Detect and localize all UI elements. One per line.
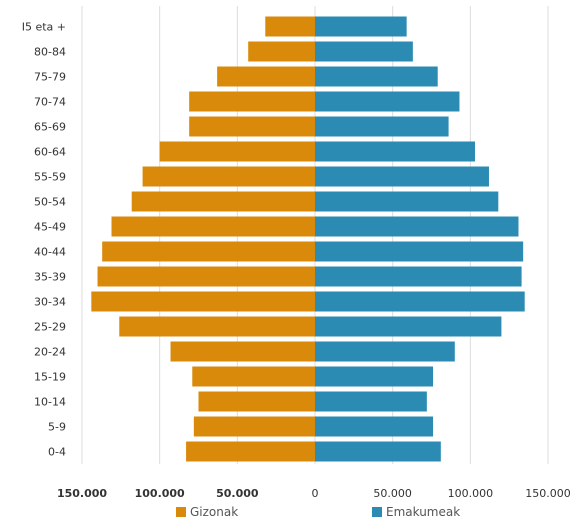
y-tick-label: 80-84 xyxy=(34,46,66,59)
y-tick-label: 40-44 xyxy=(34,246,66,259)
x-tick-label: 150.000 xyxy=(525,487,571,500)
bar-men-55-59 xyxy=(142,166,315,187)
legend-label-men: Gizonak xyxy=(190,505,239,519)
y-tick-label: I5 eta + xyxy=(22,21,66,34)
bar-women-15-19 xyxy=(315,366,434,387)
y-tick-label: 70-74 xyxy=(34,96,66,109)
bar-men-15-19 xyxy=(192,366,315,387)
bars xyxy=(91,16,525,462)
bar-women-70-74 xyxy=(315,91,460,112)
y-tick-label: 25-29 xyxy=(34,321,66,334)
bar-women-30-34 xyxy=(315,291,525,312)
x-tick-label: 150.000 xyxy=(57,487,107,500)
bar-men-50-54 xyxy=(131,191,315,212)
bar-women-20-24 xyxy=(315,341,455,362)
y-axis-labels: 0-4 5-9 10-14 15-19 20-24 25-29 30-34 35-39 40-4… xyxy=(22,21,66,459)
bar-men-35-39 xyxy=(97,266,316,287)
bar-women-75-79 xyxy=(315,66,438,87)
bar-women-40-44 xyxy=(315,241,524,262)
legend-swatch-men xyxy=(176,507,186,517)
y-tick-label: 50-54 xyxy=(34,196,66,209)
legend-men: Gizonak xyxy=(176,505,238,519)
bar-men-5-9 xyxy=(193,416,315,437)
y-tick-label: 15-19 xyxy=(34,371,66,384)
y-tick-label: 45-49 xyxy=(34,221,66,234)
y-tick-label: 20-24 xyxy=(34,346,66,359)
bar-men-75-79 xyxy=(217,66,315,87)
x-tick-label: 50.000 xyxy=(216,487,259,500)
y-tick-label: 30-34 xyxy=(34,296,66,309)
y-tick-label: 55-59 xyxy=(34,171,66,184)
y-tick-label: 0-4 xyxy=(48,446,66,459)
bar-men-25-29 xyxy=(119,316,315,337)
legend-swatch-women xyxy=(372,507,382,517)
bar-men-80-84 xyxy=(248,41,315,62)
bar-women-10-14 xyxy=(315,391,427,412)
bar-men-20-24 xyxy=(170,341,315,362)
x-tick-label: 50.000 xyxy=(373,487,412,500)
bar-men-0-4 xyxy=(186,441,315,462)
bar-men-10-14 xyxy=(198,391,315,412)
bar-women-25-29 xyxy=(315,316,502,337)
y-tick-label: 65-69 xyxy=(34,121,66,134)
x-tick-label: 100.000 xyxy=(135,487,185,500)
y-tick-label: 10-14 xyxy=(34,396,66,409)
bar-women-55-59 xyxy=(315,166,489,187)
bar-women-65-69 xyxy=(315,116,449,137)
bar-women-35-39 xyxy=(315,266,522,287)
bar-men-45-49 xyxy=(111,216,315,237)
legend-women: Emakumeak xyxy=(372,505,460,519)
bar-women-45-49 xyxy=(315,216,519,237)
bar-men-85 eta + xyxy=(265,16,315,37)
bar-men-30-34 xyxy=(91,291,315,312)
y-tick-label: 5-9 xyxy=(48,421,66,434)
y-tick-label: 35-39 xyxy=(34,271,66,284)
bar-women-5-9 xyxy=(315,416,434,437)
bar-men-65-69 xyxy=(189,116,315,137)
y-tick-label: 60-64 xyxy=(34,146,66,159)
bar-men-70-74 xyxy=(189,91,315,112)
x-tick-label: 0 xyxy=(312,487,319,500)
bar-women-0-4 xyxy=(315,441,441,462)
x-axis-labels: 150.000 100.000 50.000 0 50.000 100.000 150.00… xyxy=(57,487,571,500)
bar-men-60-64 xyxy=(159,141,315,162)
x-tick-label: 100.000 xyxy=(448,487,494,500)
bar-women-80-84 xyxy=(315,41,413,62)
bar-men-40-44 xyxy=(102,241,316,262)
bar-women-60-64 xyxy=(315,141,475,162)
bar-women-85 eta + xyxy=(315,16,407,37)
legend-label-women: Emakumeak xyxy=(386,505,461,519)
bar-women-50-54 xyxy=(315,191,499,212)
y-tick-label: 75-79 xyxy=(34,71,66,84)
